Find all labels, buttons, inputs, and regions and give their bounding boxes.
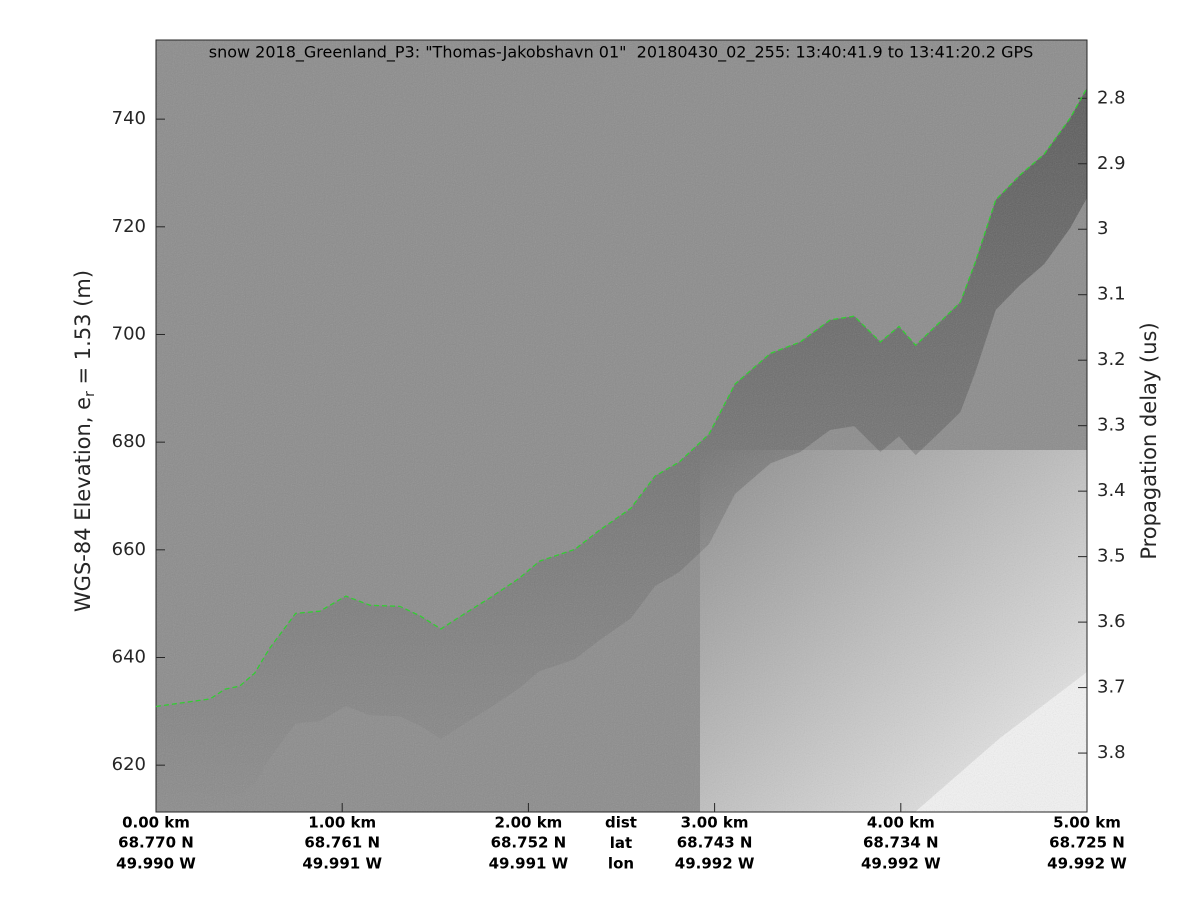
y-axis-label-subscript: r <box>82 391 98 397</box>
y2-tick-label: 3.4 <box>1097 480 1126 501</box>
x-tick-label: 0.00 km <box>122 814 190 832</box>
lat-label: 68.770 N <box>118 834 194 852</box>
y2-tick-label: 3 <box>1097 218 1108 239</box>
lon-label: 49.992 W <box>861 855 941 873</box>
y2-tick-label: 3.2 <box>1097 349 1126 370</box>
lat-label: 68.734 N <box>863 834 939 852</box>
lat-label: 68.761 N <box>304 834 380 852</box>
y-tick-label: 740 <box>112 108 146 129</box>
lon-label: 49.990 W <box>116 855 196 873</box>
y-tick-label: 620 <box>112 754 146 775</box>
echogram <box>156 40 1087 812</box>
row-label: lat <box>610 834 632 852</box>
y-tick-label: 680 <box>112 431 146 452</box>
y-tick-label: 720 <box>112 216 146 237</box>
y2-tick-label: 3.6 <box>1097 611 1126 632</box>
y2-tick-label: 3.1 <box>1097 284 1126 305</box>
lon-label: 49.992 W <box>675 855 755 873</box>
lon-label: 49.991 W <box>302 855 382 873</box>
y2-tick-label: 2.8 <box>1097 87 1126 108</box>
y-tick-label: 640 <box>112 646 146 667</box>
x-tick-label: 1.00 km <box>308 814 376 832</box>
lat-label: 68.743 N <box>677 834 753 852</box>
x-tick-label: 5.00 km <box>1053 814 1121 832</box>
y2-tick-label: 3.7 <box>1097 677 1126 698</box>
y2-tick-label: 3.5 <box>1097 546 1126 567</box>
lat-label: 68.752 N <box>491 834 567 852</box>
chart-title: snow 2018_Greenland_P3: "Thomas-Jakobsha… <box>209 43 1034 63</box>
surface-trace <box>155 87 1088 708</box>
row-label: lon <box>608 855 634 873</box>
x-tick-label: 3.00 km <box>681 814 749 832</box>
lon-label: 49.992 W <box>1047 855 1127 873</box>
y-axis-label-part: = 1.53 (m) <box>71 270 95 391</box>
y-axis-label: WGS-84 Elevation, er = 1.53 (m) <box>71 270 98 612</box>
lat-label: 68.725 N <box>1049 834 1125 852</box>
echogram-noise <box>156 40 1087 812</box>
x-tick-label: 4.00 km <box>867 814 935 832</box>
y2-tick-label: 3.3 <box>1097 415 1126 436</box>
y-axis-label-part: WGS-84 Elevation, e <box>71 397 95 612</box>
row-label: dist <box>605 814 637 832</box>
y-tick-label: 700 <box>112 323 146 344</box>
y-tick-label: 660 <box>112 539 146 560</box>
y2-tick-label: 2.9 <box>1097 153 1126 174</box>
y2-tick-label: 3.8 <box>1097 742 1126 763</box>
x-tick-label: 2.00 km <box>494 814 562 832</box>
y2-axis-label: Propagation delay (us) <box>1137 322 1161 559</box>
lon-label: 49.991 W <box>489 855 569 873</box>
